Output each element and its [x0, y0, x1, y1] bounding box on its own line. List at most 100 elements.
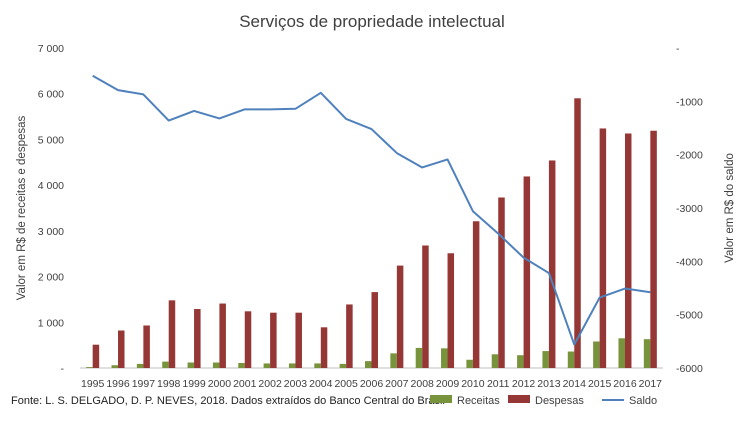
bar-despesas-2011 [498, 197, 505, 368]
bar-receitas-2006 [365, 361, 372, 368]
x-tick-label: 2010 [461, 378, 485, 390]
bar-despesas-2002 [270, 312, 277, 368]
legend-swatch-despesas [508, 395, 530, 403]
y-tick-label: 4 000 [38, 180, 64, 192]
bar-receitas-2013 [542, 351, 549, 368]
x-tick-label: 2017 [639, 378, 663, 390]
x-tick-label: 2006 [360, 378, 384, 390]
y-tick-label: 6 000 [38, 89, 64, 101]
y2-tick-label: -6000 [676, 363, 703, 375]
bar-despesas-1999 [194, 309, 201, 368]
bar-receitas-1997 [136, 363, 144, 368]
x-tick-label: 2004 [309, 378, 333, 390]
bar-receitas-1996 [111, 365, 119, 368]
y-axis-title: Valor em R$ de receitas e despesas [16, 115, 28, 300]
x-tick-label: 2000 [208, 378, 232, 390]
x-tick-label: 1995 [81, 378, 105, 390]
bar-despesas-2004 [320, 327, 328, 368]
bar-receitas-2016 [618, 338, 625, 368]
x-tick-label: 2013 [537, 378, 561, 390]
y-axis-ticks: - 1 000 2 000 3 000 4 000 5 000 6 000 7 000 [38, 43, 65, 375]
y2-tick-label: -4000 [676, 256, 703, 268]
x-tick-label: 2008 [411, 378, 435, 390]
bar-receitas-2007 [390, 353, 397, 368]
x-tick-label: 2005 [334, 378, 358, 390]
bar-receitas-2000 [212, 362, 220, 368]
legend-label-despesas: Despesas [535, 395, 584, 407]
bar-despesas-2007 [396, 265, 404, 368]
x-tick-label: 2009 [436, 378, 460, 390]
y-tick-label: 7 000 [38, 43, 64, 55]
saldo-line-group [92, 74, 651, 346]
saldo-line [92, 74, 651, 346]
bar-despesas-2000 [219, 303, 226, 368]
y2-axis-ticks: -6000 -5000 -4000 -3000 -2000 -1000 - [676, 43, 703, 375]
bar-despesas-1997 [143, 325, 150, 368]
legend-label-saldo: Saldo [629, 395, 657, 407]
y2-tick-label: -2000 [676, 150, 703, 162]
x-tick-label: 2001 [233, 378, 257, 390]
legend-label-receitas: Receitas [457, 395, 500, 407]
y2-tick-label: -3000 [676, 203, 703, 215]
x-tick-label: 2015 [588, 378, 612, 390]
bar-despesas-2017 [650, 130, 657, 368]
x-tick-label: 1998 [157, 378, 181, 390]
bar-receitas-2008 [415, 347, 423, 368]
bar-despesas-2001 [244, 311, 252, 368]
y-tick-label: 3 000 [38, 226, 64, 238]
bar-despesas-2008 [422, 245, 429, 368]
chart-title: Serviços de propriedade intelectual [239, 12, 505, 31]
y2-tick-label: -5000 [676, 310, 703, 322]
bar-despesas-2005 [346, 304, 353, 368]
source-note: Fonte: L. S. DELGADO, D. P. NEVES, 2018.… [11, 395, 445, 407]
x-axis-ticks: 1995 1996 1997 1998 1999 2000 2001 2002 2003 2004… [81, 378, 662, 390]
bar-despesas-1995 [92, 344, 100, 368]
bar-receitas-2005 [339, 363, 347, 368]
y-tick-label: 5 000 [38, 134, 64, 146]
x-tick-label: 2012 [512, 378, 536, 390]
y-tick-label: 2 000 [38, 272, 64, 284]
x-tick-label: 2002 [258, 378, 282, 390]
bar-despesas-2014 [574, 98, 581, 368]
bar-despesas-2006 [371, 292, 378, 368]
bar-despesas-2016 [624, 133, 632, 368]
bars-group [86, 98, 657, 368]
y-tick-label: - [61, 363, 65, 375]
bar-receitas-2001 [238, 362, 245, 368]
x-tick-label: 2011 [487, 378, 510, 390]
y2-tick-label: - [676, 43, 680, 55]
bar-receitas-2011 [491, 354, 499, 368]
legend: Receitas Despesas Saldo [430, 395, 657, 407]
x-tick-label: 2016 [613, 378, 637, 390]
bar-receitas-1998 [162, 361, 169, 368]
bar-despesas-2010 [472, 221, 480, 368]
bar-receitas-2012 [517, 355, 524, 368]
bar-despesas-1996 [118, 330, 125, 368]
bar-receitas-2010 [466, 359, 473, 368]
bar-despesas-2013 [548, 160, 556, 368]
x-tick-label: 2014 [563, 378, 587, 390]
bar-receitas-1995 [86, 367, 93, 368]
bar-receitas-2015 [593, 341, 600, 368]
bar-receitas-2002 [263, 363, 271, 368]
y2-tick-label: -1000 [676, 96, 703, 108]
x-tick-label: 2007 [385, 378, 409, 390]
legend-swatch-receitas [430, 395, 452, 403]
bar-despesas-2012 [523, 176, 531, 368]
bar-receitas-2014 [567, 351, 575, 368]
bar-despesas-2003 [295, 312, 302, 368]
y2-axis-title: Valor em R$ do saldo [724, 153, 736, 263]
x-tick-label: 1999 [182, 378, 206, 390]
x-tick-label: 1996 [106, 378, 130, 390]
bar-despesas-2015 [599, 128, 607, 368]
bar-despesas-2009 [447, 253, 455, 368]
bar-despesas-1998 [168, 300, 176, 368]
x-tick-label: 2003 [284, 378, 308, 390]
bar-receitas-2003 [288, 363, 296, 368]
bar-receitas-2017 [643, 339, 651, 368]
bar-receitas-2009 [441, 348, 448, 368]
bar-receitas-2004 [314, 363, 321, 368]
bar-receitas-1999 [187, 362, 195, 368]
y-tick-label: 1 000 [38, 317, 64, 329]
